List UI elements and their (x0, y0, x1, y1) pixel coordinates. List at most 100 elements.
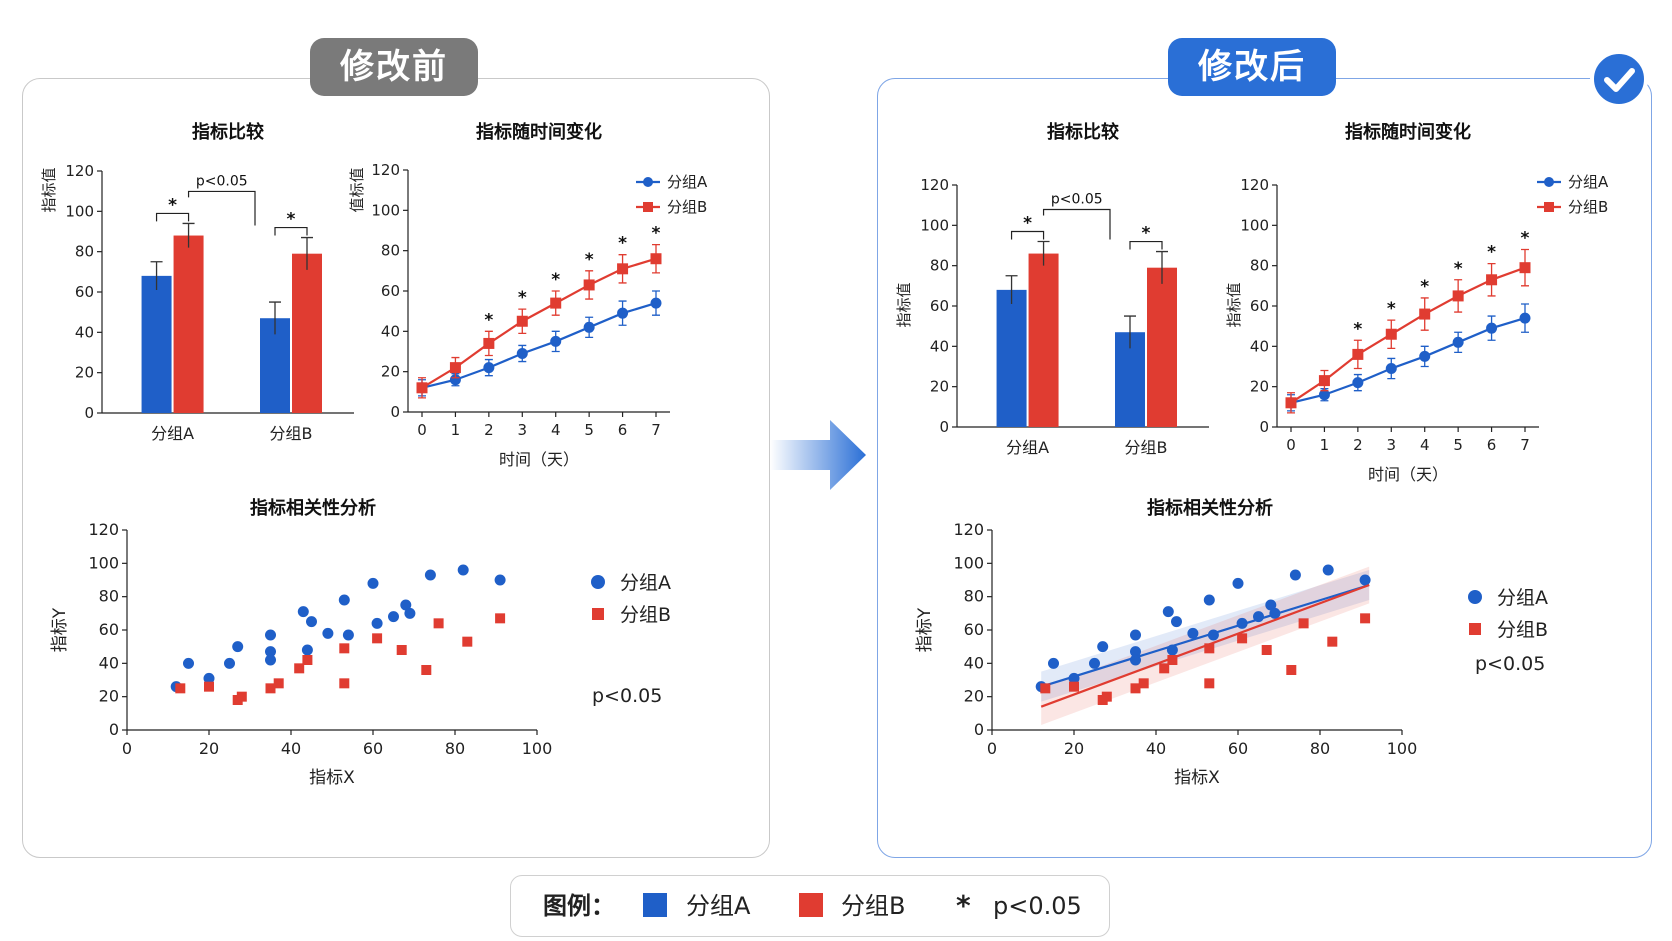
fit-line (1040, 583, 1370, 688)
error-bar (1156, 250, 1168, 284)
scatter-point (224, 657, 235, 669)
significance-bracket (1129, 240, 1163, 250)
scatter-point (1286, 665, 1297, 675)
scatter-point (265, 654, 276, 666)
y-tick-label: 60 (381, 282, 400, 300)
x-tick-label: 分组A (151, 424, 194, 443)
significance-star: * (1387, 299, 1396, 319)
scatter-point (494, 574, 506, 586)
legend-label: 分组B (667, 198, 707, 216)
scatter-point (1204, 643, 1215, 654)
scatter-point (342, 629, 354, 641)
y-tick-label: 120 (953, 520, 984, 539)
scatter-point (433, 618, 444, 629)
x-tick-label: 20 (199, 739, 219, 758)
x-tick-label: 分组B (1125, 438, 1168, 457)
y-tick-label: 120 (88, 520, 119, 539)
y-tick-label: 100 (1240, 216, 1269, 234)
legend-box: 图例： 分组A * 分组B p<0.05 (510, 875, 1110, 937)
check-icon (1590, 50, 1648, 108)
scatter-point (265, 683, 276, 694)
line-point (449, 362, 461, 374)
legend-marker (591, 575, 605, 589)
line-point (516, 348, 528, 360)
legend-label: 分组A (1568, 173, 1609, 191)
scatter-point (338, 594, 350, 606)
y-tick-label: 100 (371, 201, 400, 219)
line-point (1385, 328, 1397, 340)
scatter-point (1322, 564, 1334, 576)
line-point (1519, 312, 1531, 324)
p-value-bracket (1042, 208, 1111, 240)
scatter-point (1237, 633, 1248, 644)
line-point (1352, 377, 1364, 389)
y-tick-label: 60 (930, 297, 949, 315)
bar (996, 289, 1027, 427)
significance-star: * (168, 195, 177, 215)
scatter-point (1048, 657, 1059, 669)
scatter-point (462, 636, 473, 647)
y-tick-label: 20 (964, 687, 984, 706)
legend-marker (592, 608, 604, 620)
x-tick-label: 40 (281, 739, 301, 758)
y-axis-label: 指标Y (50, 607, 70, 652)
legend-marker (1469, 623, 1481, 635)
x-tick-label: 3 (518, 421, 528, 439)
y-tick-label: 0 (109, 720, 119, 739)
scatter-point (1130, 683, 1141, 694)
scatter-point (396, 645, 407, 655)
scatter-point (1138, 678, 1149, 689)
y-tick-label: 80 (1250, 257, 1269, 275)
line-point (483, 362, 495, 374)
y-tick-label: 0 (390, 403, 400, 421)
scatter-point (1204, 678, 1215, 689)
tag-before: 修改前 (310, 38, 478, 96)
line-point (1352, 348, 1364, 360)
x-tick-label: 40 (1146, 739, 1166, 758)
bar (292, 253, 322, 413)
legend-label: 分组B (1568, 198, 1608, 216)
scatter-point (297, 606, 309, 618)
x-tick-label: 6 (1487, 436, 1497, 454)
x-tick-label: 6 (618, 421, 628, 439)
significance-star: * (287, 210, 296, 230)
line-point (1419, 308, 1431, 320)
line-point (1285, 397, 1297, 409)
x-tick-label: 4 (551, 421, 561, 439)
legend-label-sig: p<0.05 (993, 892, 1082, 920)
line-point (1519, 262, 1531, 274)
error-bar (1005, 275, 1018, 304)
legend-label-group-a: 分组A (686, 892, 751, 920)
legend-star: * (956, 889, 971, 922)
y-tick-label: 40 (381, 322, 400, 340)
significance-star: * (518, 288, 527, 308)
significance-star: * (484, 310, 493, 330)
scatter-point (400, 599, 412, 611)
line-point (550, 297, 562, 309)
p-value-bracket (187, 190, 256, 226)
scatter-point (1360, 613, 1371, 624)
line-point (583, 321, 595, 333)
y-tick-label: 40 (75, 323, 94, 341)
significance-star: * (585, 250, 594, 270)
y-tick-label: 0 (84, 404, 94, 422)
y-tick-label: 20 (1250, 378, 1269, 396)
x-tick-label: 100 (1387, 739, 1418, 758)
x-tick-label: 0 (417, 421, 427, 439)
line-point (650, 297, 662, 309)
scatter-point (175, 683, 186, 694)
scatter-point (404, 607, 416, 619)
scatter-point (1187, 627, 1199, 639)
y-tick-label: 100 (920, 216, 949, 234)
line-point (550, 335, 562, 347)
scatter-point (1130, 629, 1141, 641)
line-point (483, 337, 495, 349)
y-tick-label: 40 (964, 653, 984, 672)
x-tick-label: 3 (1387, 436, 1397, 454)
y-tick-label: 20 (75, 364, 94, 382)
x-tick-label: 100 (522, 739, 553, 758)
x-axis-label: 指标X (1174, 768, 1220, 788)
y-tick-label: 100 (88, 553, 119, 572)
